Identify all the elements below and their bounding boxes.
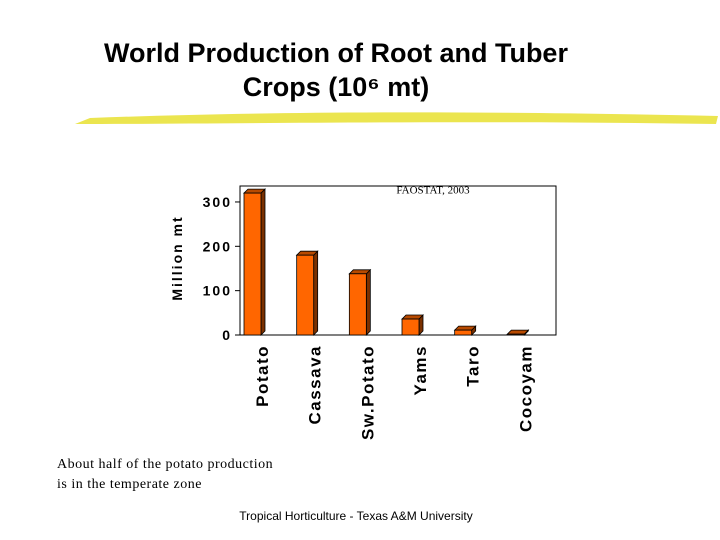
bar	[454, 329, 473, 336]
x-tick-label: Cassava	[306, 345, 325, 425]
bar-top	[453, 325, 477, 331]
bar-side	[365, 268, 371, 336]
x-tick-label: Potato	[253, 345, 272, 407]
x-tick-label: Sw.Potato	[358, 345, 377, 440]
y-tick-label: 300	[203, 194, 232, 210]
y-axis-label: Million mt	[169, 215, 185, 300]
bar	[348, 273, 367, 336]
footer: Tropical Horticulture - Texas A&M Univer…	[239, 509, 472, 523]
bar-top	[506, 329, 530, 335]
x-tick-label: Cocoyam	[516, 345, 535, 432]
annotation: FAOSTAT, 2003	[396, 185, 470, 197]
bar	[243, 192, 262, 336]
note: About half of the potato production	[57, 457, 273, 472]
bar-top	[348, 269, 372, 275]
bar-top	[243, 188, 266, 194]
y-tick-label: 100	[203, 283, 232, 299]
bar	[401, 318, 420, 336]
title-line: World Production of Root and Tuber	[104, 38, 568, 68]
bar-side	[260, 188, 266, 336]
bar	[506, 333, 525, 336]
y-tick-label: 0	[222, 327, 232, 343]
chart-title: World Production of Root and Tuber Crops …	[104, 38, 568, 102]
x-tick-label: Yams	[411, 345, 430, 395]
title-line: Crops (10⁶ mt)	[243, 72, 429, 102]
y-tick-label: 200	[203, 238, 232, 254]
bar-top	[295, 250, 319, 256]
bar	[296, 254, 315, 336]
x-tick-label: Taro	[464, 345, 483, 387]
bar-top	[401, 314, 424, 320]
bar-side	[313, 250, 319, 336]
plot-frame	[239, 185, 557, 336]
note: is in the temperate zone	[57, 477, 202, 492]
highlight-stroke	[75, 112, 718, 124]
